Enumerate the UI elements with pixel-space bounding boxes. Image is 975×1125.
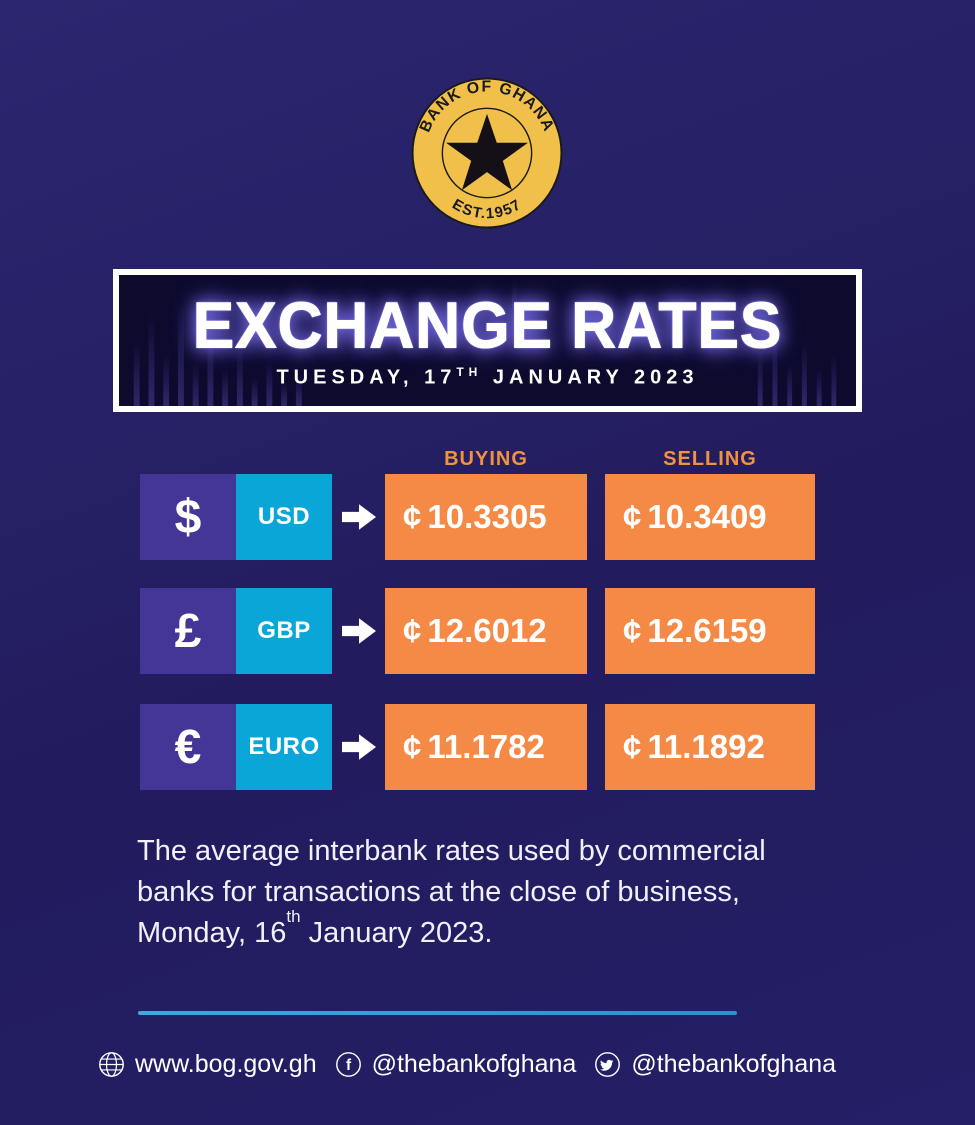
svg-text:f: f — [346, 1056, 352, 1073]
